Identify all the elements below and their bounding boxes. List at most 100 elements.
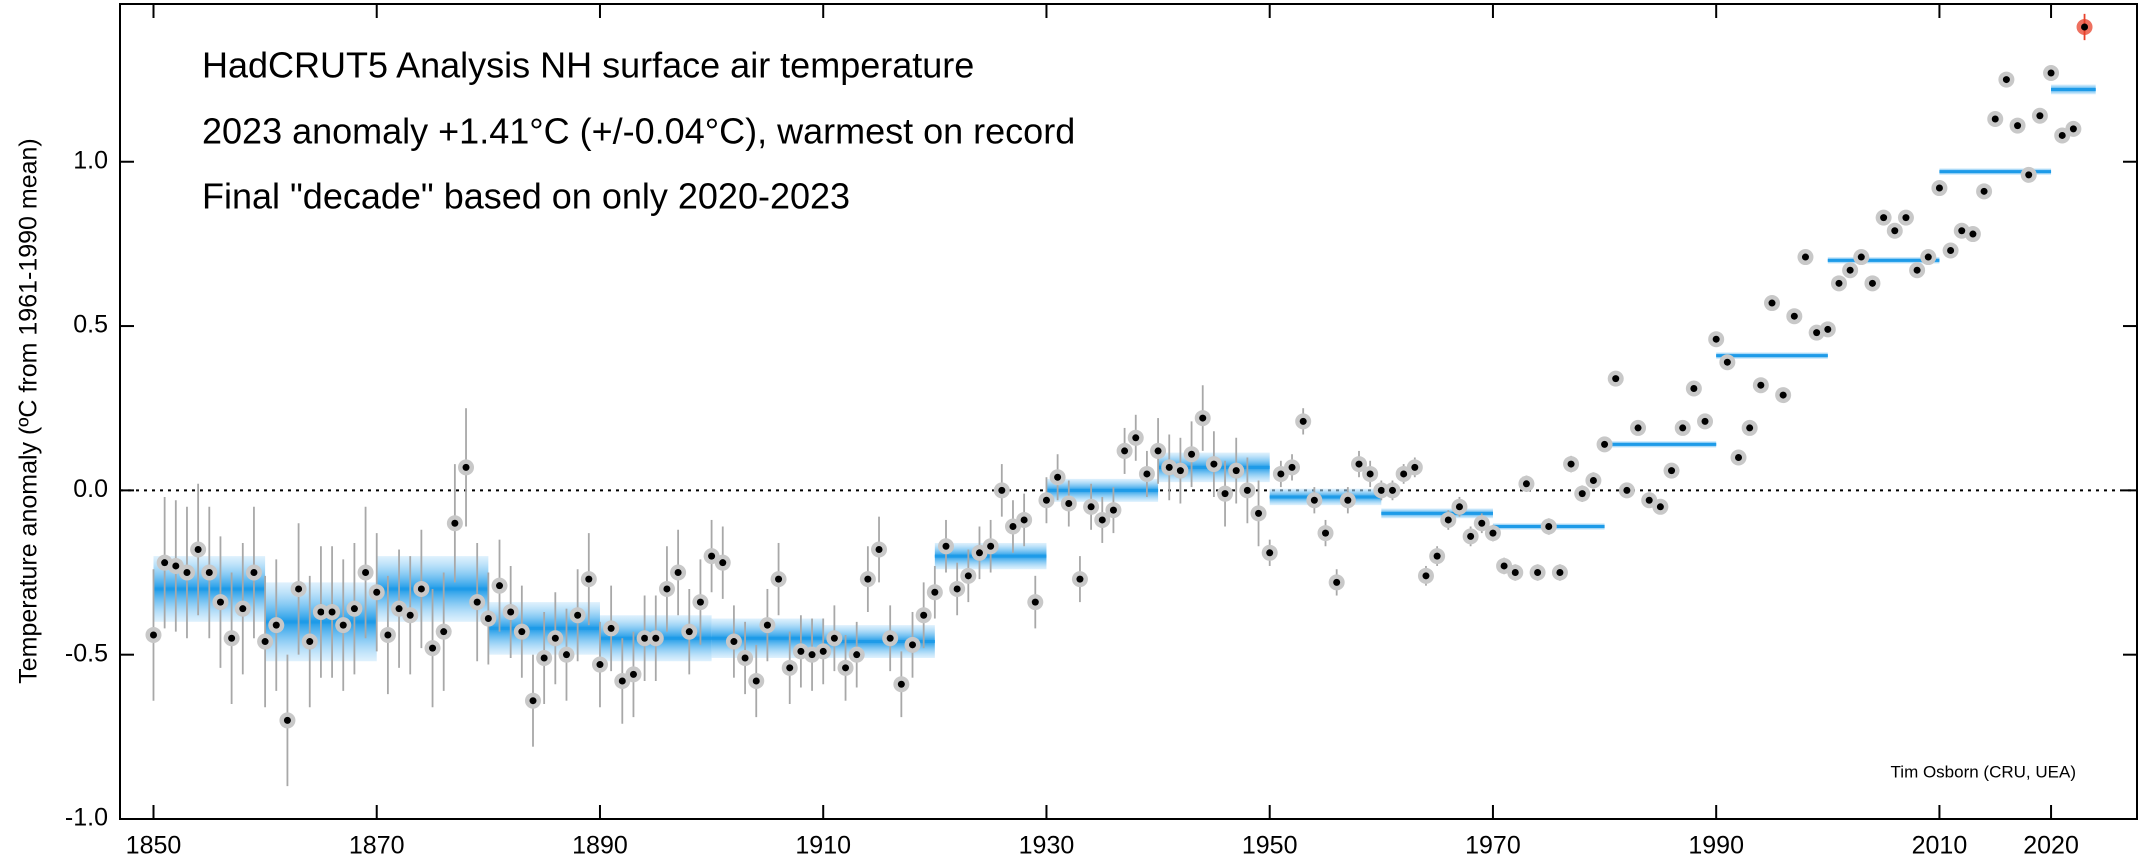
point [440, 628, 448, 636]
point [1400, 470, 1408, 478]
point [1009, 523, 1017, 531]
y-tick-label: 0.0 [73, 475, 108, 503]
point [1958, 227, 1966, 235]
point [618, 677, 626, 685]
point [205, 569, 213, 577]
point [1154, 447, 1162, 455]
point [1054, 473, 1062, 481]
point [373, 588, 381, 596]
point [585, 575, 593, 583]
point [2002, 76, 2010, 84]
point [1188, 450, 1196, 458]
point [272, 621, 280, 629]
point [1567, 460, 1575, 468]
point [216, 598, 224, 606]
point [161, 559, 169, 567]
point [607, 624, 615, 632]
point [964, 572, 972, 580]
point [1578, 490, 1586, 498]
point [574, 611, 582, 619]
point [1266, 549, 1274, 557]
point [886, 634, 894, 642]
point [819, 647, 827, 655]
y-tick-label: -0.5 [65, 639, 108, 667]
point [998, 486, 1006, 494]
point [1065, 500, 1073, 508]
point [1813, 329, 1821, 337]
point [1545, 523, 1553, 531]
x-tick-label: 1890 [572, 832, 628, 860]
title-line: HadCRUT5 Analysis NH surface air tempera… [202, 45, 974, 86]
point [830, 634, 838, 642]
point [719, 559, 727, 567]
y-tick-label: -1.0 [65, 804, 108, 832]
point [975, 549, 983, 557]
point [808, 651, 816, 659]
point [1388, 486, 1396, 494]
point [853, 651, 861, 659]
point [953, 585, 961, 593]
point [696, 598, 704, 606]
plot-frame [119, 3, 2138, 820]
point [507, 608, 515, 616]
point [1422, 572, 1430, 580]
y-tick-label: 0.5 [73, 311, 108, 339]
point [261, 638, 269, 646]
point [462, 463, 470, 471]
point [1634, 424, 1642, 432]
point [395, 605, 403, 613]
point [1712, 335, 1720, 343]
x-tick-label: 1870 [349, 832, 405, 860]
point [1020, 516, 1028, 524]
point [864, 575, 872, 583]
point [328, 608, 336, 616]
point [1679, 424, 1687, 432]
point [1344, 496, 1352, 504]
point [1411, 463, 1419, 471]
point [1500, 562, 1508, 570]
point [1377, 486, 1385, 494]
point [1232, 467, 1240, 475]
point [1902, 214, 1910, 222]
title-line: 2023 anomaly +1.41°C (+/-0.04°C), warmes… [202, 111, 1075, 152]
point [1746, 424, 1754, 432]
point [1601, 440, 1609, 448]
point [1768, 299, 1776, 307]
title-line: Final "decade" based on only 2020-2023 [202, 176, 850, 217]
point [295, 585, 303, 593]
x-tick-label: 2010 [1912, 832, 1968, 860]
point [1277, 470, 1285, 478]
point [1656, 503, 1664, 511]
point [1556, 569, 1564, 577]
point [2058, 131, 2066, 139]
point [1723, 358, 1731, 366]
point [1511, 569, 1519, 577]
point [741, 654, 749, 662]
point [1623, 486, 1631, 494]
point [339, 621, 347, 629]
point [183, 569, 191, 577]
point [897, 680, 905, 688]
point [685, 628, 693, 636]
point [239, 605, 247, 613]
point [451, 519, 459, 527]
point [2036, 112, 2044, 120]
point [1980, 187, 1988, 195]
point [250, 569, 258, 577]
point [987, 542, 995, 550]
point [362, 569, 370, 577]
point [2014, 122, 2022, 130]
point [484, 615, 492, 623]
point [775, 575, 783, 583]
point [763, 621, 771, 629]
point [1132, 434, 1140, 442]
point [1779, 391, 1787, 399]
point [752, 677, 760, 685]
point [629, 670, 637, 678]
point [1947, 246, 1955, 254]
point [1121, 447, 1129, 455]
point [1489, 529, 1497, 537]
x-tick-label: 1930 [1019, 832, 1075, 860]
point [429, 644, 437, 652]
point [1255, 509, 1263, 517]
